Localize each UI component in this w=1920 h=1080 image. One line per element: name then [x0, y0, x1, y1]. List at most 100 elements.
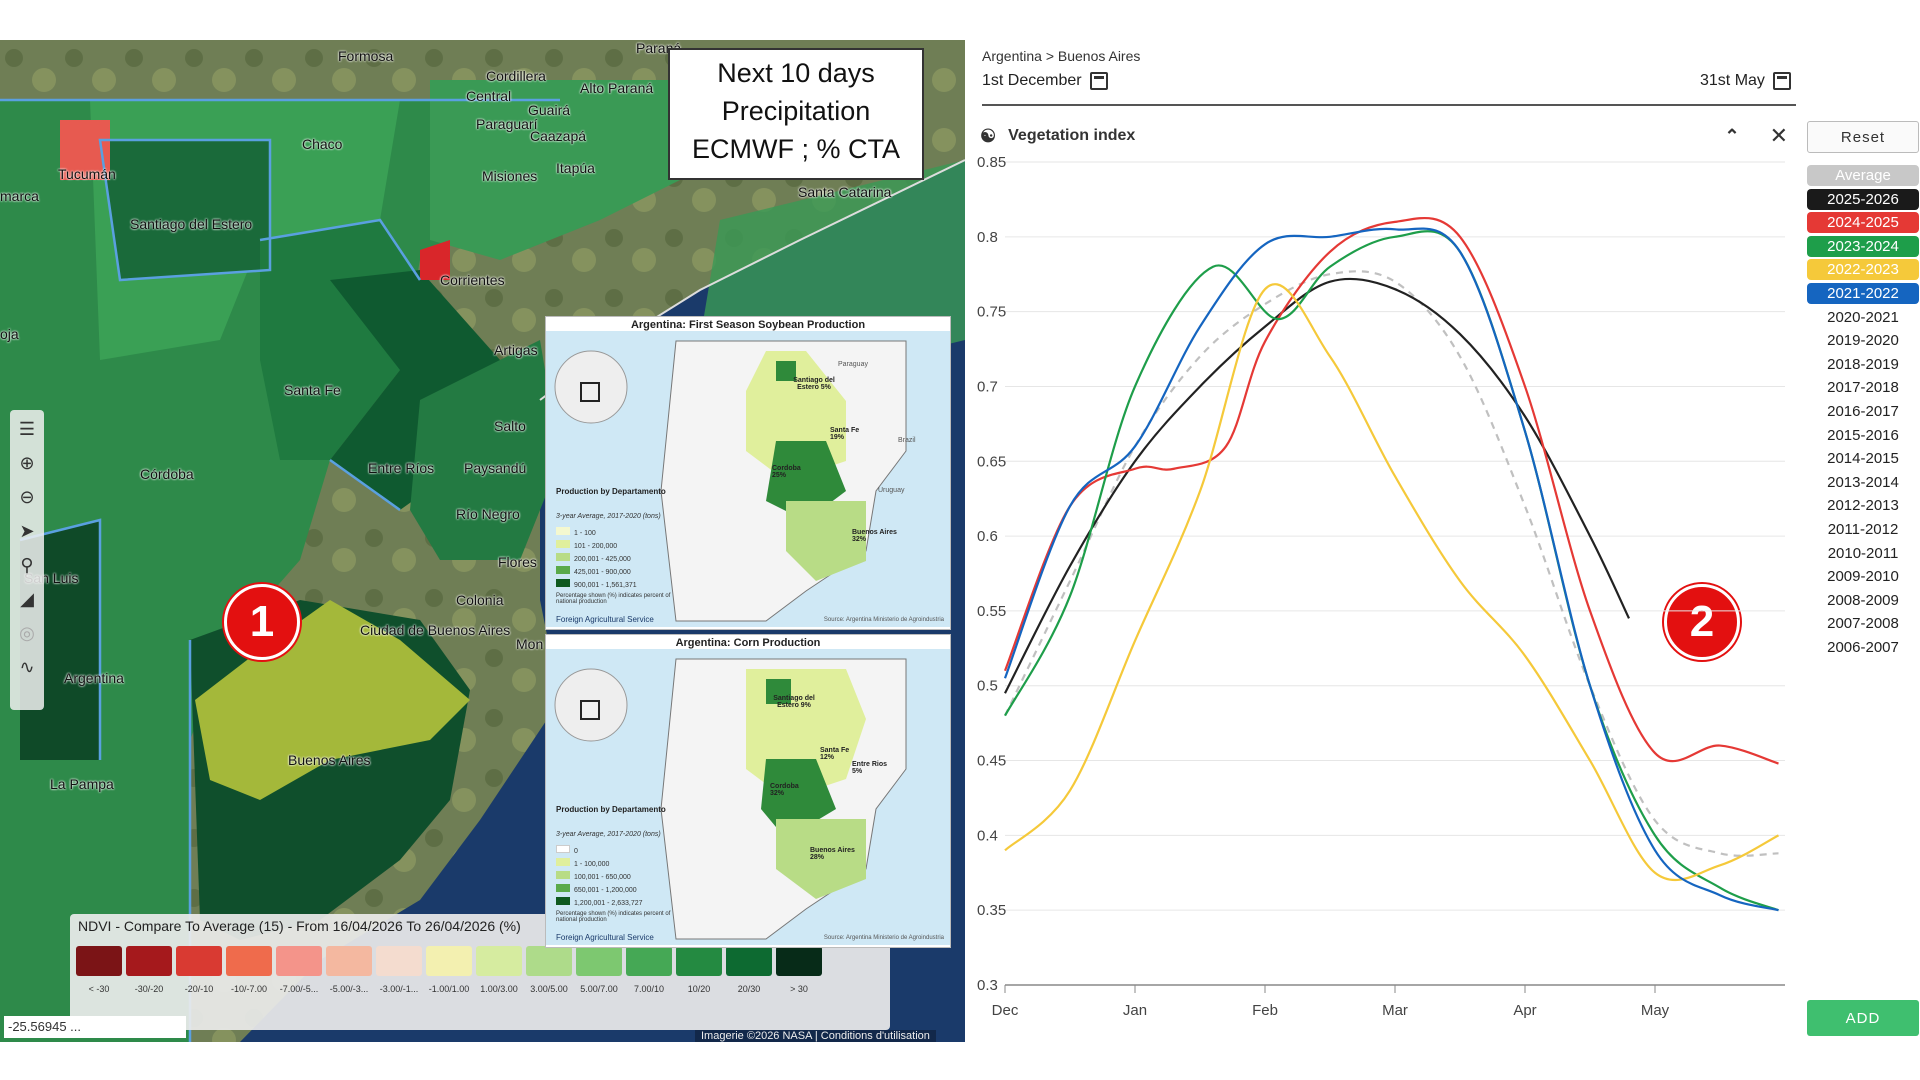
locate-icon[interactable]: ◎ [19, 622, 35, 643]
legend-swatch-label: -20/-10 [184, 984, 214, 994]
year-toggle[interactable]: 2011-2012 [1827, 520, 1899, 538]
legend-swatch-label: < -30 [88, 984, 110, 994]
callout-line: Precipitation [721, 96, 871, 126]
year-toggle[interactable]: 2013-2014 [1827, 473, 1899, 491]
calendar-icon[interactable] [1089, 72, 1108, 90]
series-line-2023-2024 [1004, 230, 1779, 912]
legend-swatch [776, 946, 822, 976]
year-toggle[interactable]: 2021-2022 [1807, 282, 1919, 304]
date-range-slider[interactable] [982, 104, 1796, 106]
globe-icon: ☯ [980, 125, 997, 146]
zoom-in-icon[interactable]: ⊕ [19, 452, 35, 473]
y-tick-label: 0.65 [977, 453, 1006, 470]
chart-header: ☯ Vegetation index ⌃ ✕ [980, 122, 1788, 150]
calendar-icon[interactable] [1772, 72, 1791, 90]
map-label: Entre Ríos [368, 460, 435, 476]
inset-source: Source: Argentina Ministerio de Agroindu… [823, 617, 944, 623]
year-toggle[interactable]: 2020-2021 [1827, 308, 1899, 326]
map-label: Corrientes [440, 272, 505, 288]
map-label: Cordillera [486, 68, 546, 84]
inset-map [546, 649, 950, 945]
inset-region-label: Santiago del Estero 5% [793, 377, 835, 391]
map-label: Tucumán [58, 166, 116, 182]
inset-region-label: Cordoba 25% [772, 465, 801, 479]
inset-country-label: Uruguay [878, 487, 905, 494]
date-from[interactable]: 1st December [982, 72, 1108, 90]
map-label: Argentina [64, 670, 124, 686]
year-toggle[interactable]: 2014-2015 [1827, 450, 1899, 468]
x-tick-label: May [1641, 1002, 1670, 1019]
year-toggle[interactable]: 2024-2025 [1807, 212, 1919, 234]
legend-swatch [676, 946, 722, 976]
y-tick-label: 0.3 [977, 977, 998, 994]
navigate-icon[interactable]: ➤ [19, 520, 35, 541]
map-label: Paysandú [464, 460, 527, 476]
search-icon[interactable]: ⚲ [20, 554, 34, 575]
map-label: Paraguarí [476, 116, 538, 132]
inset-note: Percentage shown (%) indicates percent o… [556, 911, 671, 923]
year-toggle[interactable]: Average [1807, 165, 1919, 186]
date-to[interactable]: 31st May [1700, 72, 1791, 90]
inset-legend-title: Production by Departamento [556, 487, 666, 496]
map-label: oja [0, 326, 19, 342]
close-icon[interactable]: ✕ [1769, 123, 1788, 148]
measure-icon[interactable]: ◢ [20, 588, 34, 609]
map-label: Santa Fe [284, 382, 341, 398]
layers-icon[interactable]: ☰ [18, 418, 36, 439]
legend-swatches [76, 946, 822, 976]
year-toggle[interactable]: 2007-2008 [1827, 615, 1899, 633]
map-label: Río Negro [456, 506, 520, 522]
date-from-label: 1st December [982, 72, 1082, 89]
inset-region-label: Entre Rios 5% [852, 761, 888, 775]
map-label: Itapúa [556, 160, 595, 176]
year-toggle[interactable]: 2009-2010 [1827, 568, 1899, 586]
map-label: Formosa [338, 48, 394, 64]
y-tick-label: 0.6 [977, 528, 998, 545]
series-line-average [1004, 270, 1779, 857]
series-line-2022-2023 [1004, 283, 1780, 882]
year-toggle[interactable]: 2010-2011 [1827, 544, 1899, 562]
inset-note: Percentage shown (%) indicates percent o… [556, 593, 671, 605]
inset-country-label: Paraguay [838, 361, 868, 368]
legend-swatch [226, 946, 272, 976]
year-toggle[interactable]: 2006-2007 [1827, 638, 1899, 656]
year-toggle[interactable]: 2019-2020 [1827, 332, 1899, 350]
legend-swatch-label: -1.00/1.00 [428, 984, 470, 994]
map-label: Santiago del Estero [130, 216, 253, 232]
map-label: Misiones [482, 168, 538, 184]
inset-country-label: Brazil [898, 437, 916, 444]
legend-swatch [576, 946, 622, 976]
map-label: Mon [516, 636, 544, 652]
year-toggle[interactable]: 2022-2023 [1807, 259, 1919, 281]
y-tick-label: 0.5 [977, 678, 998, 695]
legend-swatch [426, 946, 472, 976]
year-toggle[interactable]: 2012-2013 [1827, 497, 1899, 515]
map-label: Caazapá [530, 128, 587, 144]
breadcrumb[interactable]: Argentina > Buenos Aires [982, 48, 1141, 64]
legend-swatch [176, 946, 222, 976]
year-toggle[interactable]: 2025-2026 [1807, 188, 1919, 210]
legend-swatch [326, 946, 372, 976]
zoom-out-icon[interactable]: ⊖ [19, 486, 35, 507]
year-toggle[interactable]: 2017-2018 [1827, 379, 1899, 397]
collapse-icon[interactable]: ⌃ [1724, 125, 1740, 146]
globe-icon [554, 668, 628, 742]
legend-swatch-label: 5.00/7.00 [580, 984, 618, 994]
draw-icon[interactable]: ∿ [19, 656, 35, 677]
reset-button[interactable]: Reset [1807, 121, 1919, 153]
year-toggle[interactable]: 2016-2017 [1827, 402, 1899, 420]
map-credits[interactable]: Imagerie ©2026 NASA | Conditions d'utili… [695, 1030, 936, 1042]
year-toggle[interactable]: 2018-2019 [1827, 355, 1899, 373]
map-label: Artigas [494, 342, 538, 358]
year-selector: Average 2025-2026 2024-2025 2023-2024 2022-2… [1807, 165, 1919, 660]
y-tick-label: 0.45 [977, 753, 1006, 770]
globe-icon [554, 350, 628, 424]
year-toggle[interactable]: 2023-2024 [1807, 235, 1919, 257]
year-toggle[interactable]: 2008-2009 [1827, 591, 1899, 609]
y-tick-label: 0.8 [977, 229, 998, 246]
add-button[interactable]: ADD [1807, 1000, 1919, 1036]
map-label: Colonia [456, 592, 504, 608]
year-toggle[interactable]: 2015-2016 [1827, 426, 1899, 444]
legend-swatch-label: > 30 [790, 984, 808, 994]
legend-swatch [726, 946, 772, 976]
